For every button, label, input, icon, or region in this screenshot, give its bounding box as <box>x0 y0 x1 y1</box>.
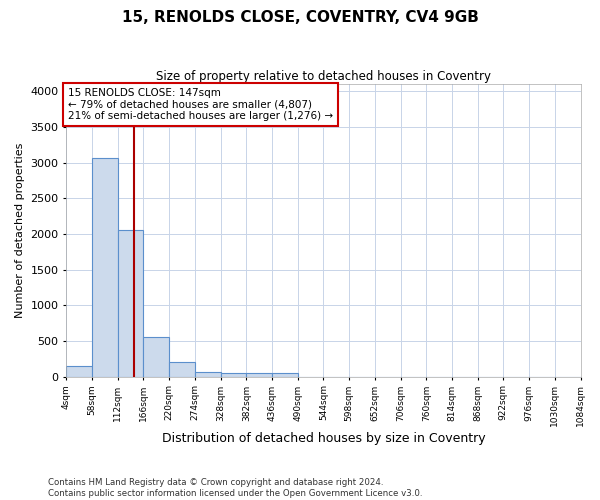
Title: Size of property relative to detached houses in Coventry: Size of property relative to detached ho… <box>156 70 491 83</box>
Bar <box>67 366 92 376</box>
Bar <box>195 372 221 376</box>
Bar <box>92 158 118 376</box>
Y-axis label: Number of detached properties: Number of detached properties <box>15 142 25 318</box>
Text: Contains HM Land Registry data © Crown copyright and database right 2024.
Contai: Contains HM Land Registry data © Crown c… <box>48 478 422 498</box>
Bar <box>118 230 143 376</box>
Bar <box>143 336 169 376</box>
Bar <box>221 373 246 376</box>
Bar <box>272 374 298 376</box>
Bar <box>246 374 272 376</box>
X-axis label: Distribution of detached houses by size in Coventry: Distribution of detached houses by size … <box>161 432 485 445</box>
Text: 15 RENOLDS CLOSE: 147sqm
← 79% of detached houses are smaller (4,807)
21% of sem: 15 RENOLDS CLOSE: 147sqm ← 79% of detach… <box>68 88 333 121</box>
Text: 15, RENOLDS CLOSE, COVENTRY, CV4 9GB: 15, RENOLDS CLOSE, COVENTRY, CV4 9GB <box>122 10 478 25</box>
Bar <box>169 362 195 376</box>
